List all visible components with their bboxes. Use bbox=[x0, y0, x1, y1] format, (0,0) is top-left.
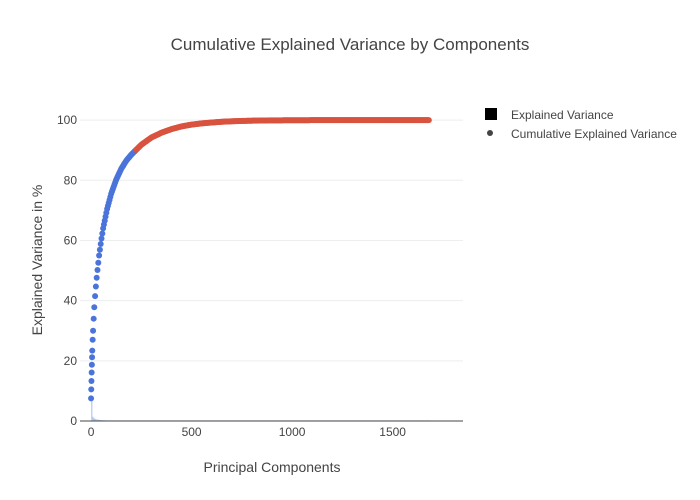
legend-label-explained-variance: Explained Variance bbox=[511, 108, 614, 122]
cumulative-point bbox=[89, 336, 96, 343]
cumulative-point bbox=[88, 377, 95, 384]
x-tick-label: 0 bbox=[88, 425, 95, 439]
variance-bar bbox=[95, 419, 98, 421]
cumulative-point bbox=[96, 246, 103, 253]
cumulative-point bbox=[95, 259, 102, 266]
cumulative-point bbox=[92, 293, 99, 300]
y-tick-label: 0 bbox=[70, 414, 77, 428]
cumulative-point bbox=[97, 240, 104, 247]
variance-bar bbox=[97, 419, 99, 421]
variance-bar bbox=[91, 398, 93, 421]
y-axis-ticks: 0 20 40 60 80 100 bbox=[57, 113, 77, 428]
cumulative-point bbox=[98, 235, 105, 242]
legend-item-explained-variance[interactable]: Explained Variance bbox=[485, 108, 614, 122]
x-axis-title: Principal Components bbox=[204, 459, 341, 475]
x-axis-ticks: 0 500 1000 1500 bbox=[88, 425, 407, 439]
cumulative-point bbox=[96, 252, 103, 259]
x-tick-label: 1500 bbox=[379, 425, 406, 439]
cumulative-point bbox=[90, 327, 97, 334]
cumulative-point bbox=[92, 283, 99, 290]
cumulative-point bbox=[94, 266, 101, 273]
cumulative-point bbox=[89, 354, 96, 361]
y-tick-label: 80 bbox=[64, 173, 78, 187]
cumulative-point bbox=[99, 230, 106, 237]
legend-item-cumulative-variance[interactable]: Cumulative Explained Variance bbox=[487, 127, 677, 141]
variance-bar bbox=[94, 418, 97, 421]
y-tick-label: 40 bbox=[64, 294, 78, 308]
cumulative-point bbox=[88, 395, 95, 402]
legend[interactable]: Explained Variance Cumulative Explained … bbox=[485, 108, 677, 141]
variance-bar bbox=[92, 416, 94, 421]
legend-square-icon bbox=[485, 108, 497, 120]
cumulative-point bbox=[88, 369, 95, 376]
explained-variance-series bbox=[91, 398, 431, 421]
y-tick-label: 100 bbox=[57, 113, 77, 127]
cumulative-point bbox=[91, 304, 98, 311]
y-tick-label: 60 bbox=[64, 233, 78, 247]
gridlines bbox=[80, 119, 463, 362]
chart-title: Cumulative Explained Variance by Compone… bbox=[171, 35, 530, 54]
legend-dot-icon bbox=[487, 130, 493, 136]
variance-bar bbox=[99, 419, 101, 421]
variance-bar bbox=[98, 419, 100, 421]
cumulative-point bbox=[89, 347, 96, 354]
cumulative-point bbox=[90, 315, 97, 322]
variance-bar bbox=[93, 418, 95, 421]
x-tick-label: 500 bbox=[182, 425, 202, 439]
legend-label-cumulative-variance: Cumulative Explained Variance bbox=[511, 127, 677, 141]
cumulative-point bbox=[88, 361, 95, 368]
y-tick-label: 20 bbox=[64, 354, 78, 368]
cumulative-point bbox=[93, 274, 100, 281]
x-tick-label: 1000 bbox=[279, 425, 306, 439]
cumulative-point bbox=[88, 386, 95, 393]
cumulative-variance-series bbox=[88, 117, 432, 402]
y-axis-title: Explained Variance in % bbox=[29, 185, 45, 336]
cumulative-point bbox=[425, 117, 432, 124]
